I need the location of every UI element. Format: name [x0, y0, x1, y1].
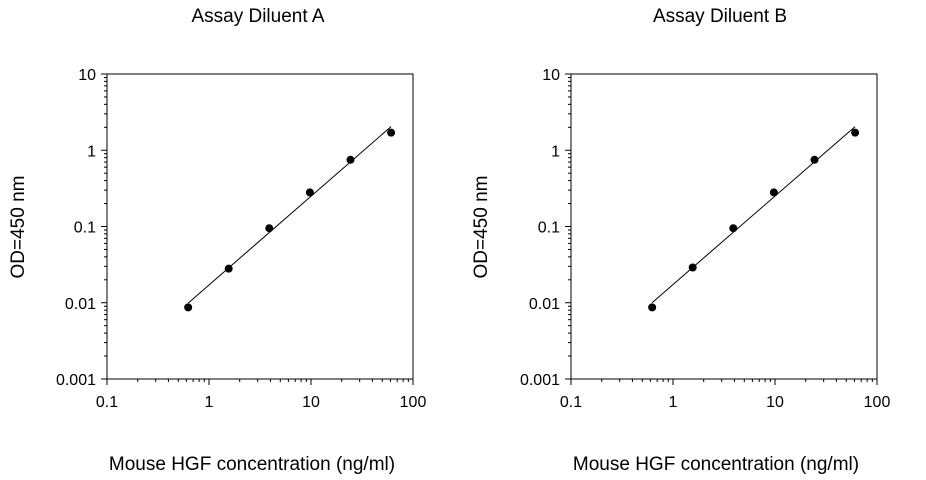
- x-tick-label: 10: [766, 394, 784, 411]
- y-axis-label: OD=450 nm: [471, 176, 492, 279]
- fit-line: [651, 126, 856, 304]
- data-point: [769, 188, 778, 197]
- data-point: [224, 264, 233, 273]
- y-tick-label: 0.001: [56, 372, 96, 389]
- data-point: [729, 224, 738, 233]
- data-point: [265, 224, 274, 233]
- data-point: [688, 263, 697, 272]
- data-point: [851, 128, 860, 137]
- chart-title: Assay Diluent B: [653, 6, 787, 27]
- x-tick-label: 0.1: [560, 394, 582, 411]
- x-tick-label: 100: [864, 394, 891, 411]
- data-point: [648, 303, 657, 312]
- data-point: [387, 128, 396, 137]
- x-tick-label: 1: [205, 394, 214, 411]
- y-tick-label: 1: [551, 143, 560, 160]
- x-axis-label: Mouse HGF concentration (ng/ml): [573, 454, 859, 475]
- y-tick-label: 0.01: [529, 296, 560, 313]
- x-tick-label: 1: [669, 394, 678, 411]
- data-point: [184, 303, 193, 312]
- y-tick-label: 0.001: [520, 372, 560, 389]
- x-tick-label: 100: [400, 394, 427, 411]
- y-tick-label: 0.01: [65, 296, 96, 313]
- y-tick-label: 1: [87, 143, 96, 160]
- data-point: [305, 188, 314, 197]
- y-tick-label: 10: [78, 67, 96, 84]
- chart-panel-a: Assay Diluent A Mouse HGF concentration …: [8, 6, 426, 475]
- y-tick-label: 0.1: [538, 220, 560, 237]
- y-tick-label: 0.1: [74, 220, 96, 237]
- fit-line: [187, 126, 392, 304]
- plot-area: 0.1 1 10 100 0.001 0.01 0.1 1 10: [520, 67, 890, 411]
- chart-title: Assay Diluent A: [191, 6, 324, 27]
- x-axis-label: Mouse HGF concentration (ng/ml): [109, 454, 395, 475]
- data-point: [346, 155, 355, 164]
- chart-panel-b: Assay Diluent B Mouse HGF concentration …: [471, 6, 890, 475]
- y-axis-label: OD=450 nm: [8, 176, 29, 279]
- plot-frame: [106, 73, 414, 380]
- plot-frame: [570, 73, 878, 380]
- x-tick-label: 0.1: [96, 394, 118, 411]
- y-tick-label: 10: [542, 67, 560, 84]
- plot-area: 0.1 1 10 100 0.001 0.01 0.1 1 10: [56, 67, 426, 411]
- x-tick-label: 10: [302, 394, 320, 411]
- data-point: [810, 155, 819, 164]
